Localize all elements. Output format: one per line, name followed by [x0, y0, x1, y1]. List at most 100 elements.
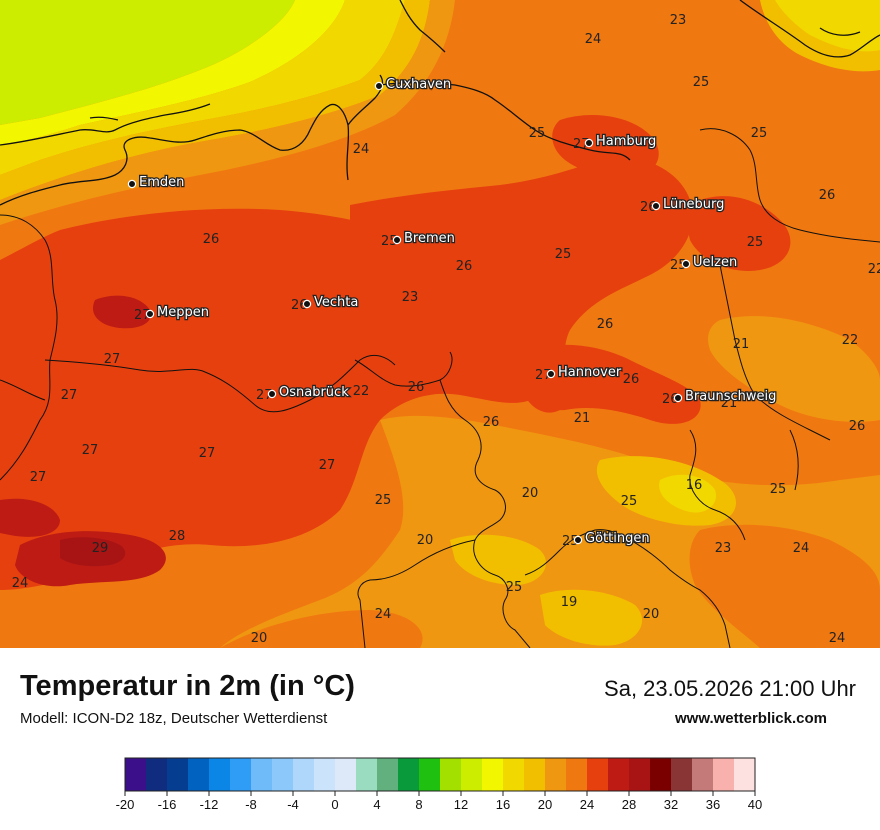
grid-value-label: 20 — [643, 607, 660, 622]
legend-tick-label: 32 — [664, 797, 678, 812]
city-hannover: 27 Hannover — [535, 364, 623, 383]
city-name-label: Braunschweig — [685, 389, 776, 404]
city-cuxhaven: Cuxhaven — [374, 76, 452, 93]
grid-value-label: 22 — [353, 384, 370, 399]
legend-swatch — [566, 758, 588, 791]
legend-swatch — [167, 758, 189, 791]
southeast-yellow-patch — [659, 474, 716, 513]
legend-swatch — [545, 758, 567, 791]
city-name-label: Emden — [139, 175, 184, 190]
grid-value-label: 24 — [585, 32, 602, 47]
grid-value-label: 26 — [408, 380, 425, 395]
city-name-label: Hamburg — [596, 134, 656, 149]
city-dot — [374, 81, 384, 91]
grid-value-label: 27 — [30, 470, 47, 485]
grid-value-label: 27 — [104, 352, 121, 367]
legend-tick-label: -4 — [287, 797, 299, 812]
grid-value-label: 27 — [61, 388, 78, 403]
city-value-label: 27 — [256, 388, 273, 403]
grid-value-label: 27 — [199, 446, 216, 461]
grid-value-label: 25 — [375, 493, 392, 508]
grid-value-label: 23 — [715, 541, 732, 556]
northeast-gold-zone — [775, 0, 880, 52]
hot-zone-hannover — [525, 344, 701, 424]
city-value-label: 25 — [670, 258, 687, 273]
legend-tick-label: -12 — [200, 797, 219, 812]
grid-value-label: 21 — [721, 396, 738, 411]
grid-values: 23 24 25 25 24 25 26 26 25 23 25 26 27 21 22 27 27 26 26 22… — [12, 13, 880, 646]
grid-value-label: 16 — [686, 478, 703, 493]
grid-value-label: 26 — [849, 419, 866, 434]
city-dot — [681, 259, 691, 269]
grid-value-label: 27 — [319, 458, 336, 473]
legend-swatch — [419, 758, 441, 791]
grid-value-label: 25 — [621, 494, 638, 509]
city-value-label: 25 — [562, 534, 579, 549]
city-uelzen: 25 Uelzen — [670, 254, 738, 273]
city-meppen: 27 Meppen — [134, 304, 210, 323]
city-dot — [267, 389, 277, 399]
legend-swatch — [629, 758, 651, 791]
city-name-label: Bremen — [404, 231, 455, 246]
hot-zone-north — [350, 157, 693, 413]
city-value-label: 25 — [381, 234, 398, 249]
city-name-label: Göttingen — [585, 531, 650, 546]
footer — [0, 648, 880, 830]
hotspot-meppen — [92, 295, 151, 329]
grid-value-label: 24 — [829, 631, 846, 646]
legend-swatch — [671, 758, 693, 791]
website-link[interactable]: www.wetterblick.com — [675, 710, 827, 727]
sea-lime-zone — [0, 0, 295, 125]
temperature-map: 23 24 25 25 24 25 26 26 25 23 25 26 27 21 22 27 27 26 26 22… — [0, 0, 880, 648]
grid-value-label: 28 — [169, 529, 186, 544]
south-amber-zone-3 — [540, 589, 643, 646]
city-dot — [573, 535, 583, 545]
coast-orange-zone — [0, 0, 455, 225]
city-name-label: Meppen — [157, 305, 209, 320]
map-title: Temperatur in 2m (in °C) — [20, 670, 355, 702]
legend-swatch — [608, 758, 630, 791]
legend-swatch — [503, 758, 525, 791]
grid-value-label: 24 — [353, 142, 370, 157]
city-name-label: Lüneburg — [663, 197, 724, 212]
grid-value-label: 25 — [693, 75, 710, 90]
legend-swatch — [125, 758, 147, 791]
legend-swatch — [146, 758, 168, 791]
legend-swatch — [734, 758, 756, 791]
city-dot — [651, 201, 661, 211]
grid-value-label: 25 — [555, 247, 572, 262]
legend-swatch — [587, 758, 609, 791]
legend-swatch — [293, 758, 315, 791]
grid-value-label: 26 — [597, 317, 614, 332]
grid-value-label: 24 — [375, 607, 392, 622]
model-info: Modell: ICON-D2 18z, Deutscher Wetterdie… — [20, 710, 328, 727]
city-dot — [673, 393, 683, 403]
grid-value-label: 25 — [747, 235, 764, 250]
grid-value-label: 22 — [868, 262, 880, 277]
city-vechta: 26 Vechta — [291, 294, 360, 313]
city-name-label: Uelzen — [693, 255, 737, 270]
legend-tick-label: 0 — [331, 797, 338, 812]
grid-value-label: 25 — [751, 126, 768, 141]
legend-swatch — [524, 758, 546, 791]
grid-value-label: 21 — [733, 337, 750, 352]
legend-swatch — [356, 758, 378, 791]
city-value-label: 27 — [535, 368, 552, 383]
legend-swatch — [461, 758, 483, 791]
grid-value-label: 26 — [819, 188, 836, 203]
grid-value-label: 27 — [82, 443, 99, 458]
city-dot — [145, 309, 155, 319]
city-markers: Cuxhaven 27 Hamburg Emden 26 Lüneburg 25 Bremen… — [127, 76, 778, 549]
legend-tick-label: 40 — [748, 797, 762, 812]
legend-swatch — [251, 758, 273, 791]
grid-value-label: 25 — [506, 580, 523, 595]
legend-swatch — [230, 758, 252, 791]
grid-value-label: 20 — [417, 533, 434, 548]
city-göttingen: 25 Göttingen — [562, 530, 651, 549]
legend-tick-label: 16 — [496, 797, 510, 812]
grid-value-label: 24 — [793, 541, 810, 556]
color-legend: -20 -16 -12 -8 -4 0 4 8 12 16 20 24 28 32 36 40 — [116, 757, 762, 812]
grid-value-label: 29 — [92, 541, 109, 556]
grid-value-label: 21 — [574, 411, 591, 426]
city-dot — [584, 138, 594, 148]
